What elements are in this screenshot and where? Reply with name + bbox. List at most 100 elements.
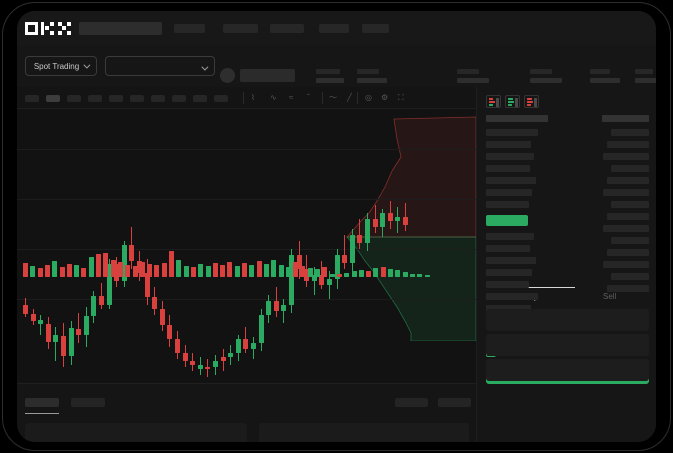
candle-body xyxy=(23,305,28,314)
orderbook-ask-row[interactable] xyxy=(486,141,531,148)
tab-order-history[interactable] xyxy=(71,398,105,407)
candle-body xyxy=(83,316,89,335)
orderbook-last-price xyxy=(486,215,528,226)
recent-trade-row[interactable] xyxy=(603,261,649,268)
nav-item-3[interactable] xyxy=(270,24,304,33)
candle-body xyxy=(296,255,302,269)
candle-body xyxy=(197,365,203,369)
recent-trade-row[interactable] xyxy=(611,237,649,244)
timeframe-chip-2[interactable] xyxy=(46,95,60,102)
recent-trade-row[interactable] xyxy=(611,273,649,280)
timeframe-chip-9[interactable] xyxy=(193,95,207,102)
candle-body xyxy=(76,329,82,335)
coin-avatar-icon xyxy=(220,68,235,83)
nav-item-4[interactable] xyxy=(319,24,349,33)
settings-icon[interactable]: ⚙ xyxy=(381,93,389,102)
timeframe-chip-6[interactable] xyxy=(130,95,144,102)
orderbook-ask-row[interactable] xyxy=(486,189,532,196)
candle-body xyxy=(289,255,294,305)
orderbook-bid-row[interactable] xyxy=(486,305,531,312)
orderbook-bid-row[interactable] xyxy=(486,245,530,252)
trendline-icon[interactable]: 〜 xyxy=(329,93,337,102)
volume-bar xyxy=(388,269,393,277)
active-trade-tab-underline xyxy=(495,287,575,288)
candle-body xyxy=(235,339,241,353)
camera-icon[interactable]: ◎ xyxy=(365,93,372,102)
timeframe-chip-4[interactable] xyxy=(88,95,102,102)
recent-trade-row[interactable] xyxy=(607,141,649,148)
pair-select[interactable] xyxy=(105,56,215,76)
volume-bar xyxy=(37,268,43,277)
orderbook-ask-row[interactable] xyxy=(486,165,530,172)
candle-body xyxy=(258,315,264,343)
timeframe-chip-3[interactable] xyxy=(67,95,81,102)
toolbar-separator-3 xyxy=(357,92,358,104)
stat-last-price xyxy=(316,69,344,83)
timeframe-chip-1[interactable] xyxy=(25,95,39,102)
volume-bar xyxy=(103,253,109,277)
amount-field[interactable] xyxy=(486,334,649,356)
candlestick-chart-icon[interactable]: ⌇ xyxy=(251,93,255,102)
volume-bar xyxy=(81,268,87,277)
orderbook-ask-row[interactable] xyxy=(486,129,538,136)
bottom-action-1[interactable] xyxy=(395,398,428,407)
candle-wick xyxy=(329,271,330,299)
timeframe-chip-7[interactable] xyxy=(151,95,165,102)
orderbook-mode-both-icon[interactable] xyxy=(486,95,501,108)
recent-trade-row[interactable] xyxy=(607,249,649,256)
candle-wick xyxy=(283,299,285,323)
nav-item-1[interactable] xyxy=(174,24,205,33)
recent-trade-row[interactable] xyxy=(603,225,649,232)
recent-trade-row[interactable] xyxy=(603,153,649,160)
recent-trade-row[interactable] xyxy=(607,213,649,220)
recent-trade-row[interactable] xyxy=(607,285,649,292)
orderbook-mode-buy-icon[interactable] xyxy=(505,95,520,108)
volume-bar xyxy=(59,267,65,277)
recent-trade-row[interactable] xyxy=(611,129,649,136)
orderbook-mode-sell-icon[interactable] xyxy=(524,95,539,108)
candle-body xyxy=(327,279,332,285)
orderbook-bid-row[interactable] xyxy=(486,233,534,240)
candle-body xyxy=(266,301,272,315)
orderbook-bid-row[interactable] xyxy=(486,269,532,276)
ruler-icon[interactable]: ╱ xyxy=(347,93,352,102)
recent-trade-row[interactable] xyxy=(611,165,649,172)
recent-trade-row[interactable] xyxy=(611,201,649,208)
recent-trade-row[interactable] xyxy=(603,189,649,196)
timeframe-chip-5[interactable] xyxy=(109,95,123,102)
okx-logo-icon[interactable] xyxy=(25,22,71,35)
price-field[interactable] xyxy=(486,309,649,331)
search-input[interactable] xyxy=(79,22,162,35)
candle-body xyxy=(213,361,218,367)
volume-bar xyxy=(234,266,240,277)
indicators-icon[interactable]: ≈ xyxy=(289,93,294,102)
tab-open-orders[interactable] xyxy=(25,398,59,407)
toolbar-separator-1 xyxy=(243,92,244,104)
orderbook-bid-row[interactable] xyxy=(486,281,529,288)
spot-trading-select[interactable]: Spot Trading xyxy=(25,56,97,76)
orderbook-bid-row[interactable] xyxy=(486,293,538,300)
toolbar-separator-2 xyxy=(322,92,323,104)
fullscreen-icon[interactable]: ⛶ xyxy=(398,93,404,102)
tab-sell[interactable]: Sell xyxy=(603,292,617,301)
nav-item-5[interactable] xyxy=(362,24,389,33)
candle-body xyxy=(281,305,287,311)
orderbook-bid-row[interactable] xyxy=(486,257,536,264)
volume-bar xyxy=(52,261,58,277)
timeframe-chip-10[interactable] xyxy=(214,95,228,102)
orderbook-ask-row[interactable] xyxy=(486,153,534,160)
volume-bar xyxy=(300,266,306,277)
volume-bar xyxy=(110,260,116,277)
candle-body xyxy=(334,255,340,279)
volume-bar xyxy=(125,265,131,277)
recent-trade-row[interactable] xyxy=(607,177,649,184)
total-field[interactable] xyxy=(486,359,649,381)
line-chart-icon[interactable]: ∿ xyxy=(270,93,277,102)
nav-item-2[interactable] xyxy=(223,24,258,33)
orderbook-ask-row[interactable] xyxy=(486,201,529,208)
timeframe-chip-8[interactable] xyxy=(172,95,186,102)
bottom-action-2[interactable] xyxy=(438,398,471,407)
candle-body xyxy=(45,324,51,342)
orderbook-ask-row[interactable] xyxy=(486,177,536,184)
chevron-down-icon[interactable]: ˇ xyxy=(307,93,310,102)
